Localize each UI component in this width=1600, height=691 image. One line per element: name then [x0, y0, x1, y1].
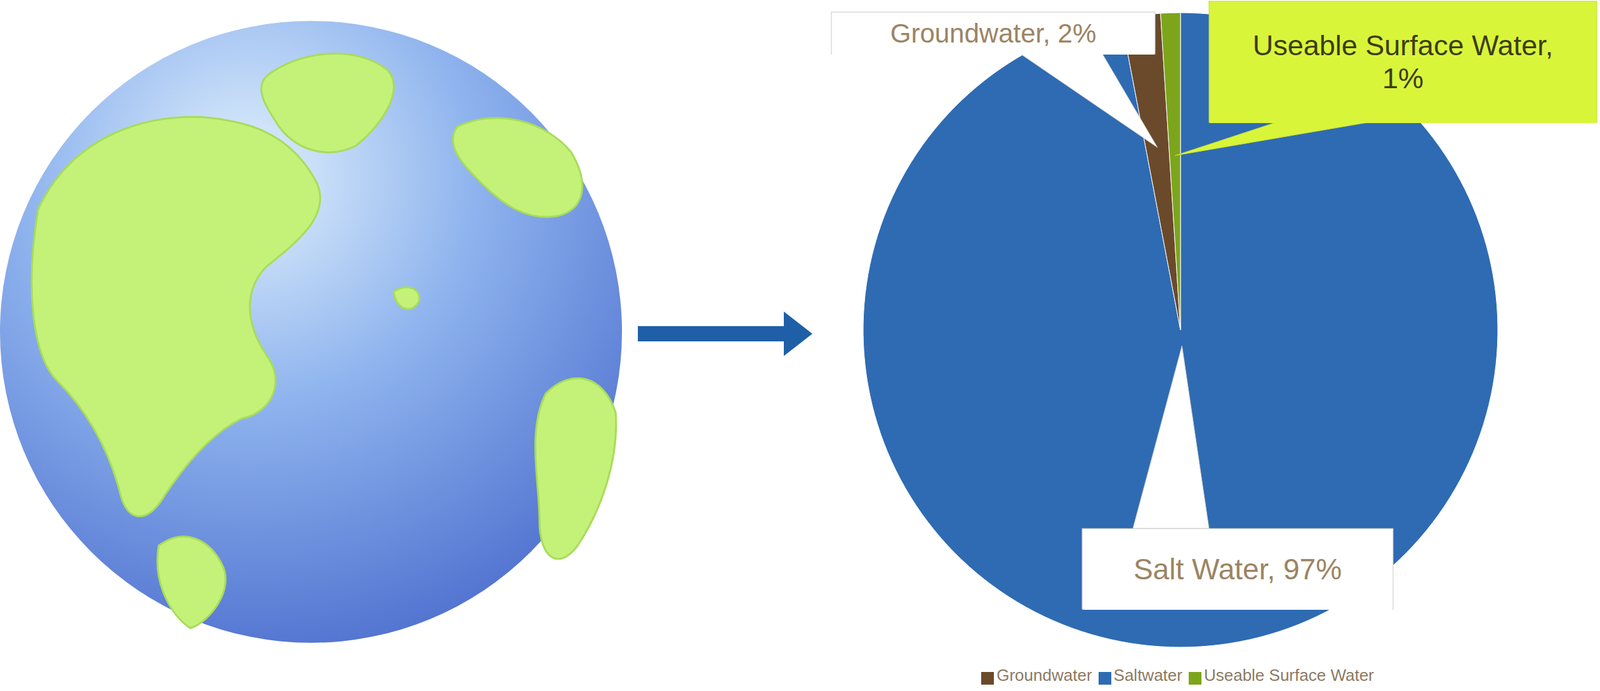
html-text:Saltwater: Saltwater [1113, 665, 1183, 685]
html-text:Useable Surface Water: Useable Surface Water [1203, 665, 1374, 685]
html-text:Groundwater: Groundwater [996, 665, 1092, 685]
svg-text:Useable Surface Water,: Useable Surface Water, [1252, 29, 1554, 62]
svg-text:1%: 1% [1382, 62, 1424, 95]
svg-text:Salt Water, 97%: Salt Water, 97% [1133, 552, 1342, 586]
svg-text:Groundwater, 2%: Groundwater, 2% [890, 18, 1097, 49]
